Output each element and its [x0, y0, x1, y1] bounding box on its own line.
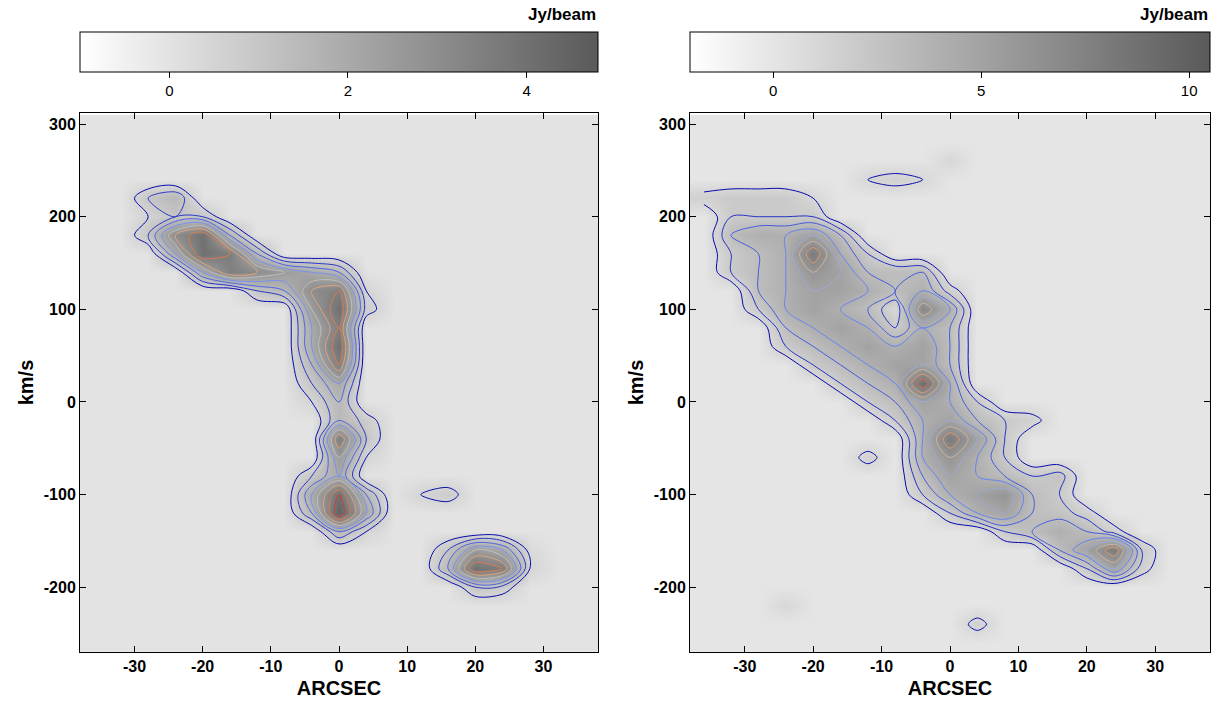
svg-text:200: 200 — [659, 208, 686, 225]
svg-text:ARCSEC: ARCSEC — [297, 677, 381, 699]
svg-text:0: 0 — [335, 658, 344, 675]
svg-text:300: 300 — [659, 116, 686, 133]
svg-text:Jy/beam: Jy/beam — [528, 5, 596, 24]
svg-text:-10: -10 — [259, 658, 282, 675]
svg-text:20: 20 — [466, 658, 484, 675]
svg-text:4: 4 — [522, 82, 530, 99]
svg-text:0: 0 — [165, 82, 173, 99]
svg-text:-200: -200 — [654, 579, 686, 596]
svg-text:-20: -20 — [191, 658, 214, 675]
svg-text:0: 0 — [677, 394, 686, 411]
svg-text:10: 10 — [398, 658, 416, 675]
svg-text:0: 0 — [769, 82, 777, 99]
svg-text:0: 0 — [946, 658, 955, 675]
svg-text:-100: -100 — [654, 486, 686, 503]
svg-text:-20: -20 — [802, 658, 825, 675]
svg-text:-200: -200 — [44, 579, 76, 596]
svg-text:km/s: km/s — [15, 360, 37, 406]
svg-text:30: 30 — [1146, 658, 1164, 675]
svg-text:5: 5 — [977, 82, 985, 99]
svg-text:Jy/beam: Jy/beam — [1140, 5, 1208, 24]
svg-text:10: 10 — [1181, 82, 1198, 99]
svg-text:-30: -30 — [733, 658, 756, 675]
svg-text:30: 30 — [535, 658, 553, 675]
svg-text:-10: -10 — [870, 658, 893, 675]
svg-text:-30: -30 — [123, 658, 146, 675]
svg-text:0: 0 — [67, 394, 76, 411]
svg-text:-100: -100 — [44, 486, 76, 503]
svg-text:300: 300 — [49, 116, 76, 133]
svg-text:10: 10 — [1010, 658, 1028, 675]
svg-text:ARCSEC: ARCSEC — [908, 677, 992, 699]
svg-text:100: 100 — [659, 301, 686, 318]
svg-text:100: 100 — [49, 301, 76, 318]
svg-text:2: 2 — [344, 82, 352, 99]
svg-text:200: 200 — [49, 208, 76, 225]
svg-text:km/s: km/s — [625, 360, 647, 406]
svg-text:20: 20 — [1078, 658, 1096, 675]
